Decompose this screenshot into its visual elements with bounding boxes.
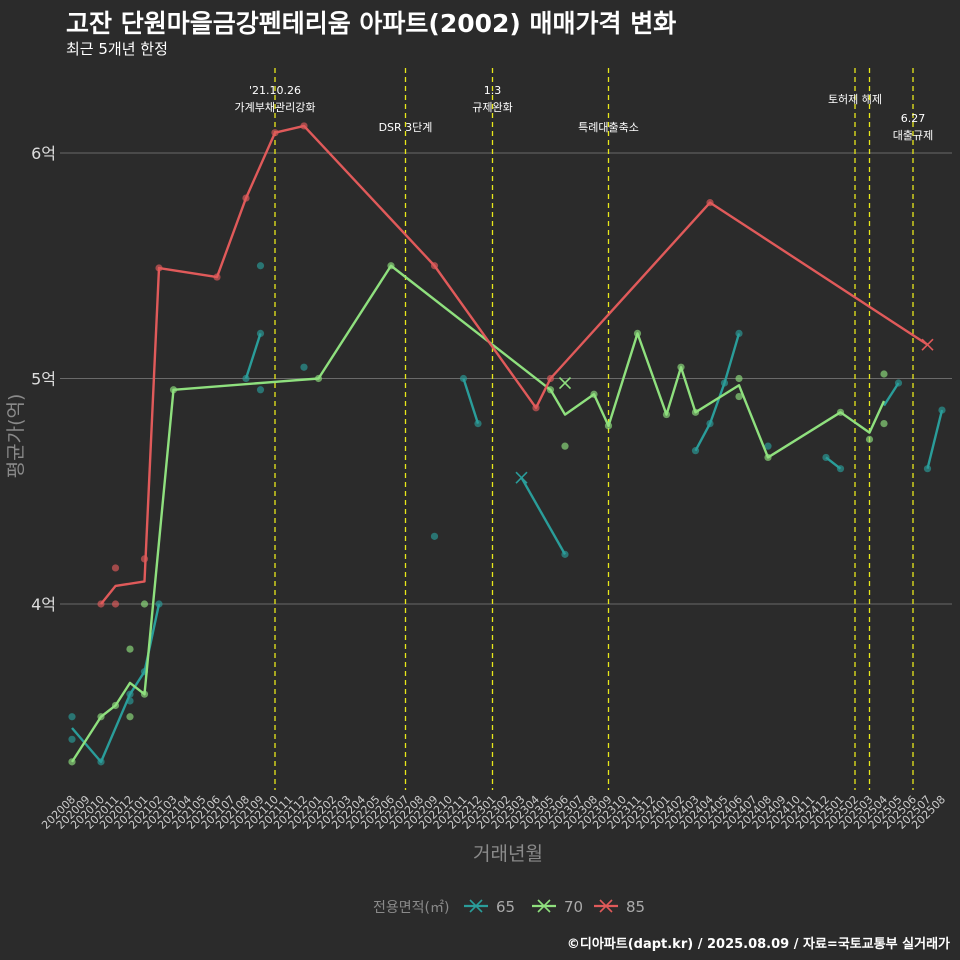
data-point [880, 420, 888, 428]
data-point [111, 564, 120, 572]
series-line [244, 333, 262, 379]
x-axis-label: 거래년월 [473, 843, 543, 865]
event-label: '21.10.26 [249, 84, 301, 97]
event-label: 6.27 [901, 112, 926, 125]
event-label: DSR 3단계 [379, 121, 433, 134]
legend-title: 전용면적(㎡) [373, 900, 449, 916]
chart-subtitle: 최근 5개년 한정 [66, 40, 168, 58]
data-point [430, 532, 439, 540]
series-line [100, 124, 929, 605]
data-point [126, 713, 134, 721]
x-tick-labels: 2020082020092020102020112020122021012021… [39, 793, 948, 832]
data-point [111, 600, 120, 608]
series-line [520, 477, 567, 555]
source-caption: ©디아파트(dapt.kr) / 2025.08.09 / 자료=국토교통부 실… [566, 937, 950, 952]
legend-marker-70 [537, 899, 551, 913]
legend-marker-65 [469, 899, 483, 913]
legend-label-85: 85 [626, 898, 645, 916]
y-tick-label: 6억 [31, 144, 56, 163]
y-axis-label: 평균가(억) [5, 394, 27, 479]
marker-stroke [558, 376, 572, 390]
data-point [68, 735, 76, 743]
series-70 [68, 262, 888, 766]
latest-marker [558, 376, 572, 390]
series-line [926, 409, 944, 469]
data-point [865, 435, 874, 443]
data-point [256, 262, 265, 270]
data-point [735, 392, 743, 401]
series-layer [68, 122, 946, 766]
series-85 [97, 122, 934, 608]
data-point [300, 363, 308, 371]
event-label: 특례대출축소 [578, 121, 639, 134]
data-point [735, 374, 743, 383]
latest-marker [515, 471, 528, 484]
data-point [68, 713, 76, 721]
event-label: 1.3 [484, 84, 502, 97]
legend: 전용면적(㎡) 65 70 85 [373, 898, 645, 916]
y-tick-labels: 4억 5억 6억 [31, 144, 56, 614]
series-line [70, 264, 886, 763]
data-point [140, 600, 149, 608]
event-label: 토허제 해제 [828, 92, 882, 106]
data-point [126, 645, 134, 653]
event-label: 가계부채관리강화 [235, 101, 316, 114]
data-point [880, 370, 888, 378]
y-tick-label: 4억 [31, 595, 56, 614]
series-line [825, 456, 842, 470]
event-label: 대출규제 [893, 129, 933, 142]
event-label: 규제완화 [472, 101, 512, 114]
legend-label-70: 70 [564, 898, 583, 916]
latest-marker [921, 338, 934, 351]
legend-marker-85 [599, 899, 613, 913]
series-65 [68, 262, 946, 766]
marker-stroke [515, 471, 528, 484]
data-point [256, 386, 265, 394]
chart-title: 고잔 단원마을금강펜테리움 아파트(2002) 매매가격 변화 [66, 9, 677, 38]
marker-stroke [921, 338, 934, 351]
series-line [462, 378, 480, 424]
legend-label-65: 65 [496, 898, 515, 916]
gridlines [60, 152, 952, 605]
y-tick-label: 5억 [31, 370, 56, 389]
series-line [694, 333, 741, 452]
data-point [764, 442, 772, 450]
series-line [882, 382, 900, 407]
data-point [561, 442, 569, 450]
